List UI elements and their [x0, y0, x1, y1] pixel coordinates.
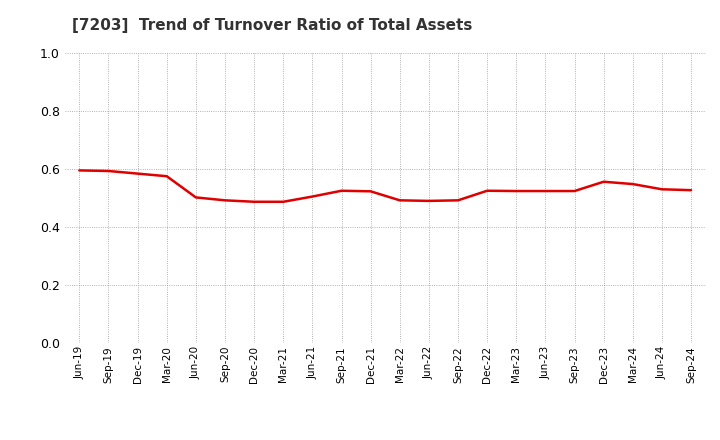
Text: [7203]  Trend of Turnover Ratio of Total Assets: [7203] Trend of Turnover Ratio of Total …: [72, 18, 472, 33]
